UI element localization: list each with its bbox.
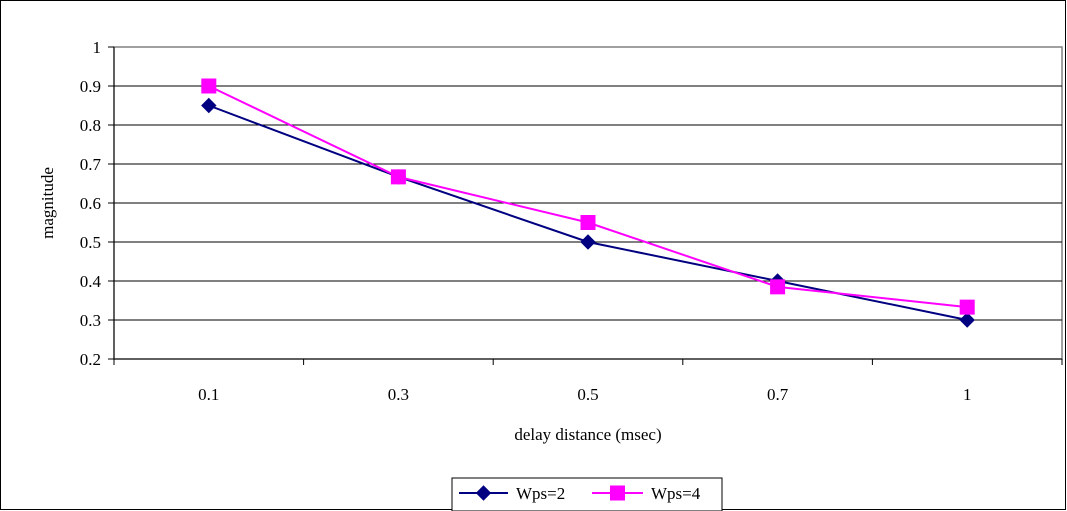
- x-tick-label: 1: [963, 385, 972, 404]
- legend-marker: [475, 485, 492, 501]
- y-tick-label: 0.2: [80, 350, 101, 369]
- y-tick-label: 0.4: [80, 272, 102, 291]
- series-layer: [201, 78, 975, 328]
- square-point: [580, 215, 596, 230]
- legend-marker: [610, 485, 625, 501]
- x-axis-title: delay distance (msec): [514, 425, 661, 444]
- square-point: [959, 299, 975, 315]
- square-point: [770, 279, 786, 295]
- x-tick-label: 0.7: [767, 385, 789, 404]
- y-tick-label: 0.3: [80, 311, 101, 330]
- series-2: [201, 78, 975, 315]
- diamond-point: [201, 97, 217, 114]
- legend-box: [451, 477, 723, 511]
- legend-label: Wps=4: [651, 484, 701, 503]
- diamond-point: [959, 312, 975, 328]
- y-axis-title: magnitude: [38, 167, 57, 239]
- y-tick-label: 0.8: [80, 116, 101, 135]
- y-tick-label: 0.7: [80, 155, 102, 174]
- legend: Wps=2 Wps=4: [451, 477, 723, 511]
- x-tick-label: 0.5: [577, 385, 598, 404]
- y-axis: 0.2 0.3 0.4 0.5 0.6 0.7 0.8 0.9 1: [80, 38, 115, 369]
- y-tick-label: 0.6: [80, 194, 101, 213]
- y-tick-label: 0.9: [80, 77, 101, 96]
- x-tick-label: 0.1: [198, 385, 219, 404]
- legend-label: Wps=2: [516, 484, 565, 503]
- square-point: [390, 169, 406, 185]
- legend-entry-2: Wps=4: [592, 484, 701, 503]
- y-tick-label: 0.5: [80, 233, 101, 252]
- square-point: [201, 78, 217, 94]
- y-tick-label: 1: [93, 38, 102, 57]
- x-tick-label: 0.3: [388, 385, 409, 404]
- diamond-point: [580, 234, 596, 250]
- x-axis: 0.1 0.3 0.5 0.7 1: [113, 358, 1063, 404]
- legend-entry-1: Wps=2: [459, 484, 565, 503]
